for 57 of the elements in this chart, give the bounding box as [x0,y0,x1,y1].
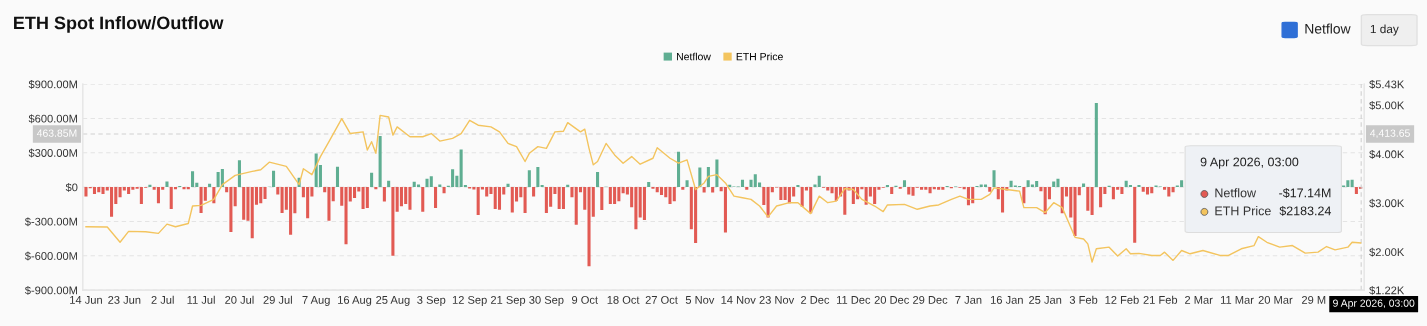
x-tick-label: 29 Dec [913,295,948,304]
x-tick-label: 11 Mar [1220,296,1254,304]
x-tick-label: 11 Jul [187,295,215,304]
y2-tick-label: $5.43K [1369,79,1405,89]
x-tick-label: 12 Sep [452,295,487,307]
x-tick-label: 2 Dec [801,295,830,304]
x-tick-label: 21 Sep [490,295,526,307]
x-tick-label: 7 Jan [955,296,982,304]
x-tick-label: 25 Aug [376,295,410,307]
y-tick-label: $-300.00M [24,217,77,227]
x-tick-label: 20 Mar [1258,295,1293,304]
ref-line-label: 9 Apr 2026, 03:00 [1333,299,1415,309]
x-tick-label: 12 Feb [1105,295,1139,304]
x-tick-label: 20 Jul [225,295,254,304]
x-tick-label: 16 Jan [990,295,1023,304]
x-tick-label: 27 Oct [645,295,678,304]
x-tick-label: 20 Dec [874,295,910,304]
x-tick-label: 29 M [1301,295,1326,304]
legend-label: ETH Price [736,52,783,61]
y2-tick-label: $3.00K [1369,198,1405,208]
x-tick-label: 2 Mar [1185,295,1213,304]
y2-tick-label: $1.22K [1369,285,1405,295]
y-tick-label: $300.00M [28,148,77,158]
x-tick-label: 3 Feb [1069,295,1098,304]
text: Netflow [1305,23,1351,34]
x-tick-label: 25 Jan [1029,295,1062,304]
annotation: $2183.24 [1279,205,1332,216]
x-tick-label: 7 Aug [302,296,330,307]
y2-tick-label: $5.00K [1369,100,1405,110]
annotation: 9 Apr 2026, 03:00 [1200,157,1299,169]
x-tick-label: 14 Nov [721,296,756,304]
x-tick-label: 2 Jul [151,295,174,304]
x-tick-label: 14 Jun [70,296,102,304]
x-tick-label: 23 Nov [759,295,795,304]
y-tick-label: $900.00M [28,79,77,89]
y-tick-label: $600.00M [28,114,77,124]
x-tick-label: 3 Sep [417,295,446,307]
x-tick-label: 21 Feb [1143,295,1178,304]
x-tick-label: 18 Oct [607,295,640,304]
x-tick-label: 29 Jul [263,295,292,304]
legend-label: Netflow [677,52,711,61]
x-tick-label: 16 Aug [338,295,372,307]
x-tick-label: 30 Sep [529,295,564,307]
x-tick-label: 11 Dec [836,296,871,304]
y-tick-label: $0 [65,182,78,192]
y-tick-label: $-600.00M [24,251,77,261]
x-tick-label: 9 Oct [572,295,598,304]
y2-tick-label: $2.00K [1369,247,1405,257]
annotation: -$17.14M [1279,187,1331,199]
text: 1 day [1370,24,1399,36]
x-tick-label: 5 Nov [685,296,715,304]
chart-title: ETH Spot Inflow/Outflow [14,16,224,33]
x-tick-label: 23 Jun [108,295,141,304]
annotation: Netflow [1215,188,1257,198]
y2-tick-label: $4.00K [1369,149,1405,159]
y-tick-label: $-900.00M [24,285,77,295]
annotation: ETH Price [1215,206,1271,216]
